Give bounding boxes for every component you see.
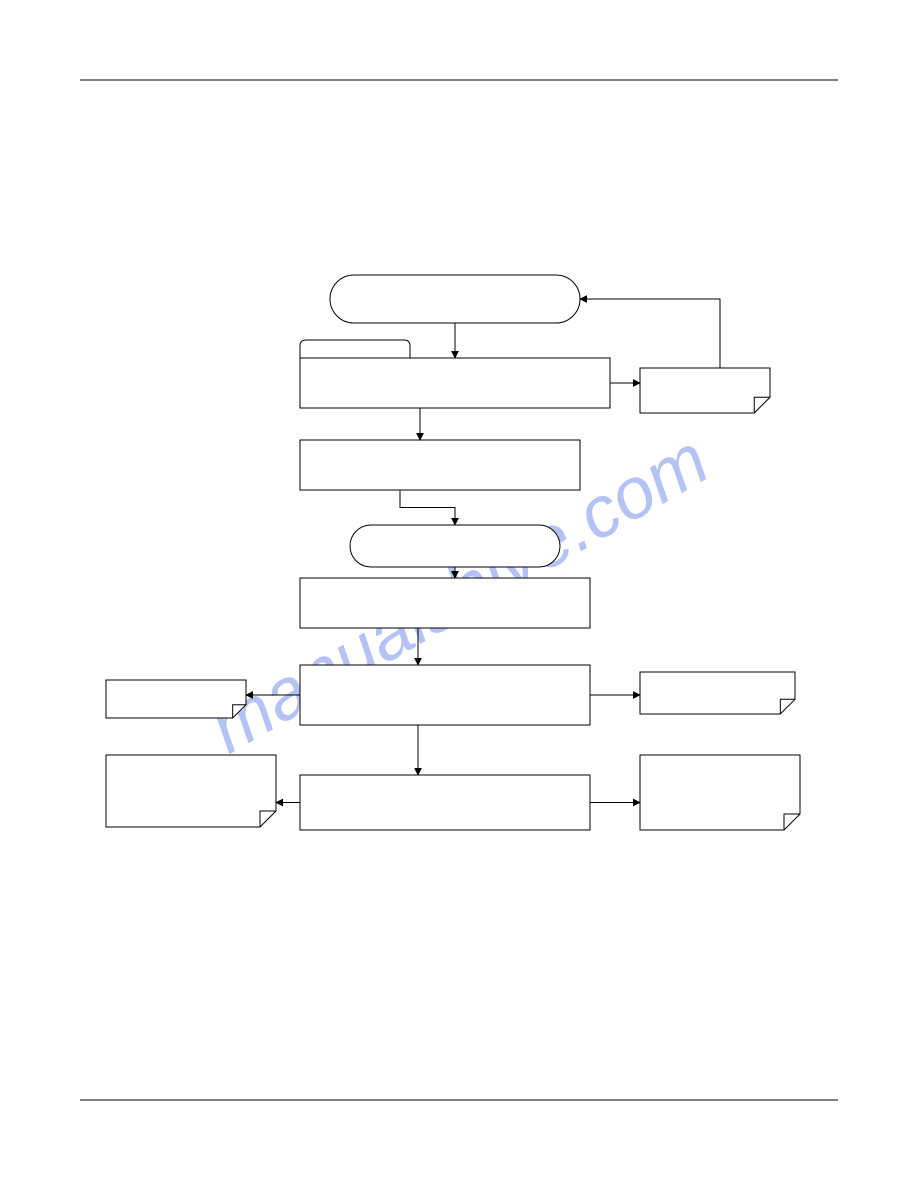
flowchart-canvas xyxy=(0,0,918,1188)
page: manualshive.com xyxy=(0,0,918,1188)
